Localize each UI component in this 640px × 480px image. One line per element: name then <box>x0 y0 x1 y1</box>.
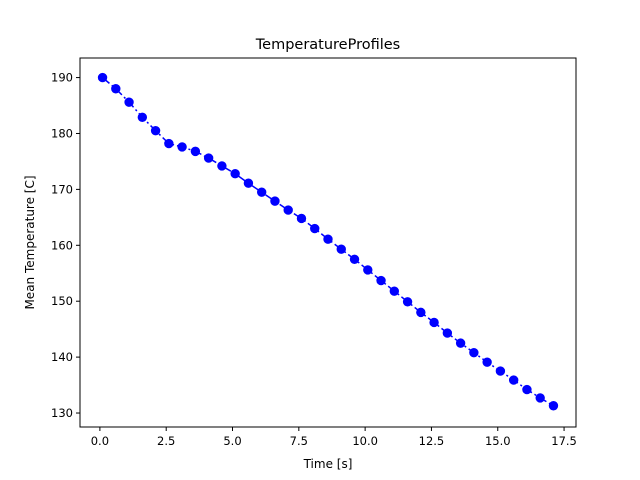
data-point <box>535 393 545 403</box>
data-point <box>495 366 506 376</box>
data-point <box>482 357 492 367</box>
data-point <box>455 338 466 348</box>
y-axis-label: Mean Temperature [C] <box>23 175 37 309</box>
x-tick-label: 0.0 <box>91 434 109 448</box>
data-point <box>283 205 293 215</box>
y-tick-label: 180 <box>51 126 73 140</box>
x-tick-label: 7.5 <box>290 434 308 448</box>
x-tick-label: 12.5 <box>419 434 445 448</box>
y-tick-label: 130 <box>51 406 73 420</box>
plot-frame <box>79 57 577 428</box>
x-tick-label: 15.0 <box>485 434 511 448</box>
data-point <box>402 297 413 307</box>
data-point <box>442 328 453 338</box>
y-tick-label: 170 <box>51 182 73 196</box>
data-point <box>429 317 439 328</box>
data-point <box>336 244 346 254</box>
chart-title: TemperatureProfiles <box>255 37 401 53</box>
data-point <box>97 72 108 83</box>
series-layer <box>97 72 559 411</box>
data-point <box>389 286 400 296</box>
data-point <box>469 347 479 358</box>
data-point <box>150 125 161 136</box>
data-point <box>137 112 148 122</box>
data-point <box>548 401 559 411</box>
y-tick-label: 140 <box>51 350 73 364</box>
data-point <box>217 161 227 171</box>
data-point <box>508 375 519 385</box>
data-point <box>190 146 201 157</box>
data-point <box>349 254 360 264</box>
y-tick-label: 150 <box>51 294 73 308</box>
data-point <box>376 275 386 286</box>
data-point <box>164 138 174 149</box>
data-point <box>111 84 121 94</box>
data-point <box>177 142 187 152</box>
y-tick-label: 160 <box>51 238 73 252</box>
data-point <box>416 307 426 318</box>
x-axis-ticks: 0.0 2.5 5.0 7.5 10.0 12.5 15.0 17.5 <box>91 427 577 448</box>
data-point <box>256 187 267 197</box>
data-point <box>296 213 307 224</box>
data-point <box>203 153 214 163</box>
x-axis-label: Time [s] <box>303 457 353 471</box>
data-point <box>230 169 240 179</box>
data-point <box>323 234 333 244</box>
data-point <box>310 223 320 234</box>
data-point <box>124 97 134 107</box>
x-tick-label: 5.0 <box>223 434 241 448</box>
y-axis-ticks: 130 140 150 160 170 180 190 <box>51 71 80 420</box>
data-point <box>243 178 254 188</box>
x-tick-label: 2.5 <box>157 434 175 448</box>
data-point <box>522 384 532 395</box>
y-tick-label: 190 <box>51 71 73 85</box>
x-tick-label: 17.5 <box>551 434 577 448</box>
x-tick-label: 10.0 <box>352 434 378 448</box>
data-point <box>270 196 280 206</box>
data-point <box>363 265 373 275</box>
